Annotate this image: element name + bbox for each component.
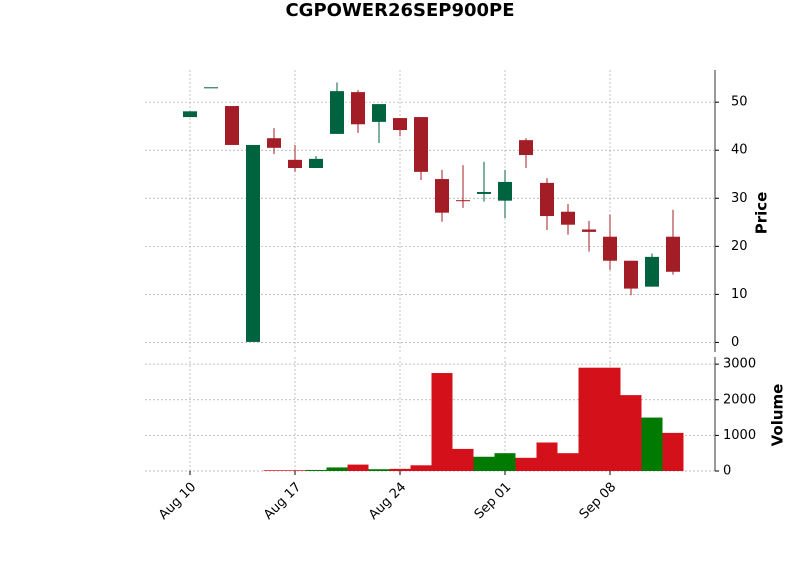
x-tick-label: Sep 08 xyxy=(577,480,620,523)
candle-body xyxy=(288,159,302,169)
x-tick-label: Aug 17 xyxy=(261,480,304,523)
chart-title: CGPOWER26SEP900PE xyxy=(285,0,514,21)
volume-axis-label: Volume xyxy=(769,384,787,447)
candle-body xyxy=(540,182,554,217)
candle-body xyxy=(561,211,575,225)
volume-tick-label: 3000 xyxy=(723,357,756,372)
volume-bar xyxy=(620,395,642,471)
volume-bar xyxy=(557,453,579,471)
volume-bar xyxy=(326,467,348,471)
candle-body xyxy=(519,140,533,156)
x-tick-label: Sep 01 xyxy=(472,480,515,523)
volume-bar xyxy=(452,448,474,471)
volume-bar xyxy=(347,464,369,471)
volume-bar xyxy=(578,367,600,471)
volume-bar xyxy=(368,469,390,471)
volume-bar xyxy=(431,373,453,471)
volume-bar xyxy=(410,465,432,471)
candle-body xyxy=(246,144,260,342)
volume-bar xyxy=(515,457,537,471)
candle-body xyxy=(582,229,596,232)
candle-body xyxy=(372,104,386,122)
volume-bar xyxy=(536,442,558,471)
candle-body xyxy=(435,179,449,213)
candle-body xyxy=(498,181,512,201)
volume-bar xyxy=(494,453,516,471)
y-axis-label: Price xyxy=(753,192,771,235)
y-tick-label: 40 xyxy=(731,143,748,158)
y-tick-label: 30 xyxy=(731,191,748,206)
volume-bar xyxy=(389,468,411,471)
volume-bar xyxy=(662,432,684,471)
volume-bar xyxy=(305,469,327,471)
candle-body xyxy=(456,200,470,202)
candle-body xyxy=(666,236,680,272)
candle-body xyxy=(645,256,659,287)
candle-body xyxy=(309,158,323,169)
y-tick-label: 10 xyxy=(731,287,748,302)
volume-tick-label: 2000 xyxy=(723,392,756,407)
candle-body xyxy=(351,92,365,125)
y-tick-label: 20 xyxy=(731,239,748,254)
volume-bar xyxy=(599,367,621,471)
volume-bar xyxy=(284,470,306,471)
volume-tick-label: 0 xyxy=(723,464,731,479)
volume-tick-label: 1000 xyxy=(723,428,756,443)
candle-body xyxy=(267,138,281,148)
candle-body xyxy=(414,117,428,172)
volume-bar xyxy=(473,456,495,471)
y-tick-label: 0 xyxy=(731,335,739,350)
candle-body xyxy=(225,106,239,145)
x-tick-label: Aug 24 xyxy=(366,480,409,523)
candle-body xyxy=(603,236,617,261)
candle-body xyxy=(393,118,407,131)
candle-body xyxy=(477,192,491,194)
candle-body xyxy=(330,91,344,134)
candle-body xyxy=(624,260,638,289)
volume-bar xyxy=(263,470,285,471)
x-tick-label: Aug 10 xyxy=(156,480,199,523)
y-tick-label: 50 xyxy=(731,95,748,110)
volume-bar xyxy=(641,417,663,471)
candle-body xyxy=(204,87,218,89)
candle-body xyxy=(183,111,197,118)
